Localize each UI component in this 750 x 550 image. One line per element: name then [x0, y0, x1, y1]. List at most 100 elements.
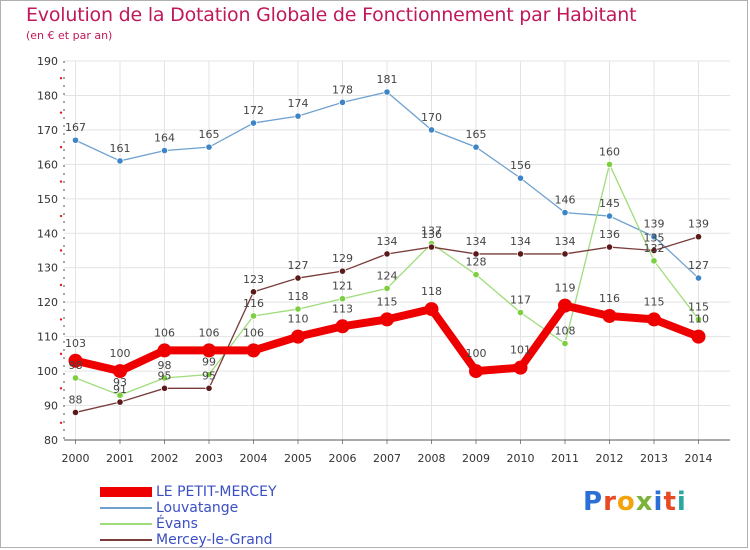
data-label: 174 — [288, 97, 309, 110]
data-label: 118 — [421, 285, 442, 298]
legend-label-mercey-le-grand: Mercey-le-Grand — [156, 532, 273, 548]
data-label: 137 — [421, 225, 442, 238]
axis-marker — [59, 180, 63, 183]
axis-marker — [59, 145, 63, 149]
data-label: 110 — [288, 313, 309, 326]
point-louvatange — [516, 174, 525, 182]
x-tick-label: 2002 — [151, 452, 179, 465]
y-tick-label: 170 — [37, 124, 58, 137]
data-label: 136 — [421, 228, 442, 241]
x-tick-label: 2003 — [195, 452, 223, 465]
data-label: 101 — [510, 344, 531, 357]
point-mercey-le-grand — [472, 250, 480, 258]
legend-swatch-louvatange — [100, 507, 152, 509]
y-tick-label: 190 — [37, 55, 58, 68]
legend-label-le-petit-mercey: LE PETIT-MERCEY — [156, 484, 277, 500]
axis-marker — [59, 387, 63, 390]
data-label: 88 — [69, 393, 83, 406]
data-label: 127 — [288, 259, 309, 272]
point-louvatange — [650, 233, 658, 241]
point-mercey-le-grand — [694, 233, 703, 241]
data-label: 164 — [154, 132, 175, 145]
chart-title: Evolution de la Dotation Globale de Fonc… — [26, 4, 637, 26]
logo-letter: t — [663, 487, 677, 517]
point-louvatange — [472, 143, 480, 151]
data-label: 181 — [377, 73, 398, 86]
point-louvatange — [694, 274, 703, 282]
data-label: 146 — [555, 194, 576, 207]
data-label: 139 — [644, 218, 665, 231]
point-le-petit-mercey — [469, 364, 483, 379]
y-tick-label: 90 — [44, 400, 58, 413]
x-tick-label: 2012 — [596, 452, 624, 465]
point-louvatange — [116, 157, 124, 165]
point-le-petit-mercey — [647, 312, 661, 327]
data-label: 128 — [466, 256, 487, 269]
axis-marker — [59, 249, 63, 252]
point-le-petit-mercey — [202, 343, 216, 358]
data-label: 161 — [110, 142, 131, 155]
data-label: 106 — [243, 326, 264, 339]
point-le-petit-mercey — [68, 353, 83, 368]
point-le-petit-mercey — [602, 308, 617, 323]
axis-marker — [59, 214, 63, 218]
point-louvatange — [205, 143, 213, 151]
point-evans — [472, 271, 480, 279]
point-evans — [650, 257, 658, 265]
data-label: 156 — [510, 159, 531, 172]
data-label: 134 — [555, 235, 576, 248]
data-label: 100 — [466, 347, 487, 360]
y-tick-label: 110 — [37, 331, 58, 344]
point-louvatange — [605, 212, 614, 220]
axis-marker — [59, 77, 63, 80]
data-label: 115 — [377, 295, 398, 308]
chart-subtitle: (en € et par an) — [26, 29, 113, 42]
data-label: 115 — [644, 295, 665, 308]
data-label: 172 — [243, 104, 264, 117]
point-mercey-le-grand — [160, 384, 169, 392]
x-tick-label: 2014 — [685, 452, 713, 465]
data-label: 98 — [69, 359, 83, 372]
data-label: 93 — [113, 376, 127, 389]
x-tick-label: 2010 — [507, 452, 535, 465]
axis-marker — [59, 352, 63, 356]
axis-marker — [59, 421, 63, 424]
y-tick-label: 150 — [37, 193, 58, 206]
logo-letter: i — [653, 487, 664, 517]
point-le-petit-mercey — [113, 364, 127, 379]
data-label: 123 — [243, 273, 264, 286]
y-tick-label: 180 — [37, 89, 58, 102]
axis-marker — [59, 111, 63, 114]
data-label: 91 — [113, 383, 127, 396]
logo-letter: i — [676, 487, 687, 517]
point-louvatange — [338, 98, 347, 106]
logo-letter: r — [603, 487, 617, 517]
data-label: 95 — [158, 369, 172, 382]
point-louvatange — [294, 112, 302, 120]
point-evans — [71, 374, 80, 382]
point-louvatange — [71, 136, 80, 144]
x-tick-label: 2000 — [62, 452, 90, 465]
point-mercey-le-grand — [249, 288, 258, 296]
data-label: 139 — [688, 218, 709, 231]
data-label: 115 — [688, 300, 709, 313]
point-louvatange — [160, 146, 169, 155]
x-tick-label: 2005 — [284, 452, 312, 465]
legend-swatch-mercey-le-grand — [100, 539, 152, 541]
y-tick-label: 160 — [37, 158, 58, 171]
data-label: 165 — [199, 128, 220, 141]
data-label: 100 — [110, 347, 131, 360]
point-mercey-le-grand — [516, 250, 525, 258]
plot-area — [64, 61, 730, 440]
data-label: 110 — [688, 313, 709, 326]
data-label: 160 — [599, 145, 620, 158]
data-label: 99 — [202, 356, 216, 369]
x-tick-label: 2006 — [329, 452, 357, 465]
data-label: 121 — [332, 280, 353, 293]
y-tick-label: 130 — [37, 262, 58, 275]
data-label: 134 — [466, 235, 487, 248]
x-tick-label: 2008 — [418, 452, 446, 465]
point-evans — [338, 295, 347, 303]
